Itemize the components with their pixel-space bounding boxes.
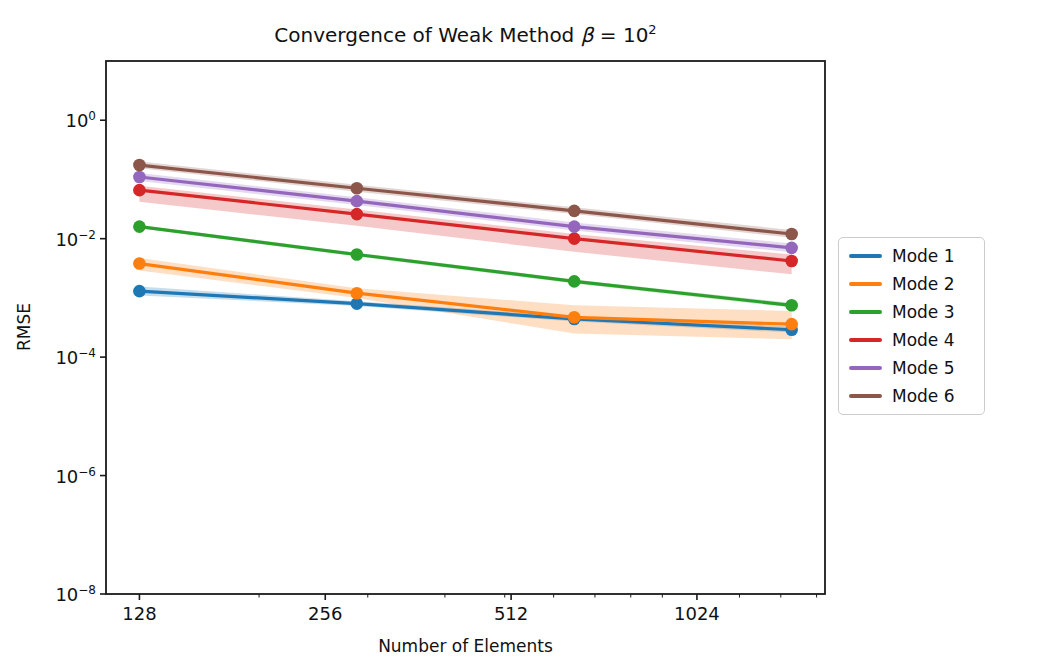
y-axis-label: RMSE — [14, 303, 34, 351]
y-tick-label-1e-4: 10−4 — [55, 346, 96, 368]
x-axis-label: Number of Elements — [106, 636, 825, 656]
legend-label-5: Mode 5 — [892, 358, 955, 378]
data-point-marker-3-1 — [133, 220, 146, 233]
data-point-marker-1-1 — [133, 285, 146, 298]
figure: Convergence of Weak Method β = 102 Numbe… — [0, 0, 1044, 666]
data-point-marker-2-1 — [133, 257, 146, 270]
legend-entry-3: Mode 3 — [849, 302, 974, 322]
data-point-marker-4-1 — [133, 184, 146, 197]
data-point-marker-2-4 — [785, 318, 798, 331]
x-tick-label-256: 256 — [308, 603, 342, 624]
chart-title-text: Convergence of Weak Method — [274, 23, 580, 47]
legend: Mode 1 Mode 2 Mode 3 Mode 4 Mode 5 Mode 6 — [838, 237, 985, 415]
chart-title-equals: = 10 — [593, 23, 648, 47]
legend-line-swatch-2 — [849, 282, 882, 286]
data-point-marker-5-2 — [351, 195, 364, 208]
data-point-marker-6-1 — [133, 159, 146, 172]
legend-entry-1: Mode 1 — [849, 246, 974, 266]
y-tick-label-1e0: 100 — [65, 109, 96, 131]
chart-title-exponent: 2 — [648, 22, 656, 37]
data-point-marker-2-2 — [351, 287, 364, 300]
legend-line-swatch-4 — [849, 338, 882, 342]
x-tick-label-1024: 1024 — [674, 603, 720, 624]
beta-symbol: β — [581, 23, 594, 47]
legend-entry-6: Mode 6 — [849, 386, 974, 406]
x-tick-label-512: 512 — [494, 603, 528, 624]
data-point-marker-4-2 — [351, 208, 364, 221]
legend-line-swatch-5 — [849, 366, 882, 370]
data-point-marker-4-4 — [785, 255, 798, 268]
legend-line-swatch-3 — [849, 310, 882, 314]
legend-entry-5: Mode 5 — [849, 358, 974, 378]
data-point-marker-3-4 — [785, 299, 798, 312]
x-tick-label-128: 128 — [122, 603, 156, 624]
legend-label-6: Mode 6 — [892, 386, 955, 406]
chart-title: Convergence of Weak Method β = 102 — [106, 22, 825, 47]
legend-entry-2: Mode 2 — [849, 274, 974, 294]
y-tick-label-1e-8: 10−8 — [55, 583, 96, 605]
data-point-marker-3-2 — [351, 248, 364, 261]
data-point-marker-6-3 — [568, 205, 581, 218]
legend-line-swatch-1 — [849, 254, 882, 258]
legend-line-swatch-6 — [849, 394, 882, 398]
legend-label-2: Mode 2 — [892, 274, 955, 294]
data-point-marker-5-1 — [133, 171, 146, 184]
y-tick-label-1e-2: 10−2 — [55, 228, 96, 250]
data-point-marker-6-2 — [351, 182, 364, 195]
legend-label-3: Mode 3 — [892, 302, 955, 322]
data-point-marker-2-3 — [568, 311, 581, 324]
data-point-marker-6-4 — [785, 228, 798, 241]
y-tick-label-1e-6: 10−6 — [55, 465, 96, 487]
data-point-marker-3-3 — [568, 275, 581, 288]
data-point-marker-5-4 — [785, 242, 798, 255]
legend-label-1: Mode 1 — [892, 246, 955, 266]
data-point-marker-4-3 — [568, 232, 581, 245]
legend-label-4: Mode 4 — [892, 330, 955, 350]
data-point-marker-5-3 — [568, 220, 581, 233]
legend-entry-4: Mode 4 — [849, 330, 974, 350]
